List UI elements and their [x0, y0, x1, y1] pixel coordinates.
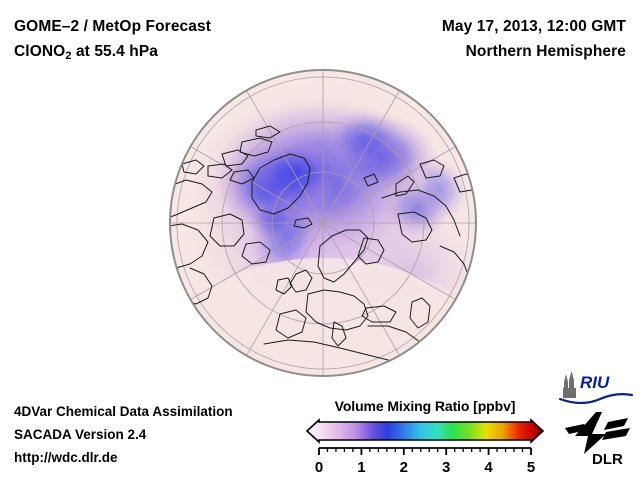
dlr-wordmark: DLR — [592, 451, 623, 468]
colorbar-ticks — [318, 448, 532, 455]
riu-wordmark: RIU — [580, 373, 610, 392]
species-level-title: ClONO2 at 55.4 hPa — [14, 39, 211, 66]
globe-map — [168, 68, 478, 378]
dlr-mark-icon — [565, 412, 630, 454]
colorbar-tick-label: 5 — [527, 459, 535, 476]
graticule — [170, 70, 476, 376]
colorbar-tick-labels: 0 1 2 3 4 5 — [315, 459, 535, 476]
cathedral-icon — [563, 371, 576, 398]
instrument-title: GOME–2 / MetOp Forecast — [14, 18, 211, 35]
orthographic-projection — [169, 69, 477, 377]
colorbar-tick-label: 0 — [315, 459, 323, 476]
colorbar-tick-label: 4 — [484, 459, 493, 476]
species-subscript: 2 — [65, 50, 72, 62]
riu-swoosh — [558, 393, 634, 404]
colorbar-gradient-bar — [305, 418, 545, 444]
species-name: ClONO — [14, 43, 66, 60]
hemisphere-label: Northern Hemisphere — [465, 43, 626, 60]
colorbar-tick-label: 2 — [400, 459, 408, 476]
dlr-logo-graphic: DLR — [565, 412, 630, 468]
colorbar-tick-label: 1 — [357, 459, 365, 476]
website-url: http://wdc.dlr.de — [14, 450, 118, 465]
riu-logo: RIU — [556, 368, 634, 404]
datetime-label: May 17, 2013, 12:00 GMT — [441, 18, 626, 35]
pressure-level: at 55.4 hPa — [71, 43, 159, 60]
dlr-logo: DLR — [562, 410, 634, 468]
colorbar: Volume Mixing Ratio [ppbv] 0 1 2 3 4 5 — [300, 398, 550, 478]
colorbar-title: Volume Mixing Ratio [ppbv] — [334, 398, 516, 414]
riu-logo-graphic: RIU — [558, 371, 634, 404]
header-left: GOME–2 / MetOp Forecast ClONO2 at 55.4 h… — [14, 14, 211, 66]
version-label: SACADA Version 2.4 — [14, 427, 147, 442]
footer-left: 4DVar Chemical Data Assimilation SACADA … — [14, 400, 233, 469]
colorbar-scale: 0 1 2 3 4 5 — [305, 418, 545, 476]
header-right: May 17, 2013, 12:00 GMT Northern Hemisph… — [442, 14, 626, 64]
method-label: 4DVar Chemical Data Assimilation — [14, 404, 233, 419]
colorbar-tick-label: 3 — [442, 459, 450, 476]
globe-limb — [169, 69, 477, 377]
